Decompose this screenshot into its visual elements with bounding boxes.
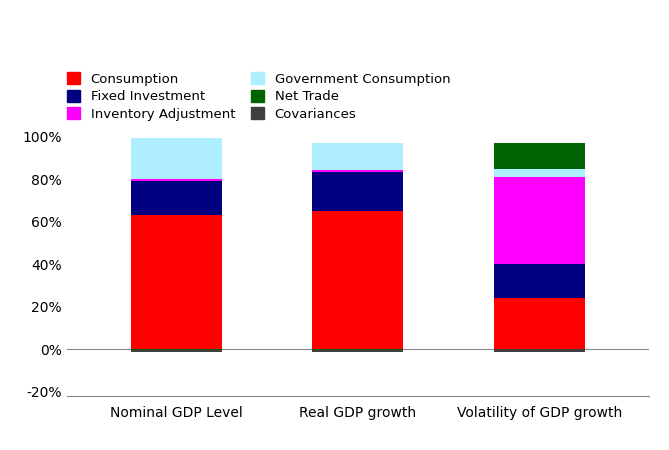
Bar	[130, 179, 221, 181]
Bar	[130, 349, 221, 350]
Bar	[312, 211, 403, 349]
Bar	[312, 350, 403, 352]
Bar	[312, 143, 403, 170]
Bar	[130, 350, 221, 352]
Bar	[312, 349, 403, 350]
Bar	[130, 181, 221, 215]
Bar	[494, 349, 585, 352]
Bar	[494, 143, 585, 168]
Bar	[494, 168, 585, 177]
Bar	[494, 177, 585, 264]
Bar	[312, 170, 403, 172]
Bar	[494, 298, 585, 349]
Bar	[494, 264, 585, 298]
Bar	[130, 215, 221, 349]
Legend: Consumption, Fixed Investment, Inventory Adjustment, Government Consumption, Net: Consumption, Fixed Investment, Inventory…	[67, 72, 450, 121]
Bar	[312, 172, 403, 211]
Bar	[130, 138, 221, 179]
